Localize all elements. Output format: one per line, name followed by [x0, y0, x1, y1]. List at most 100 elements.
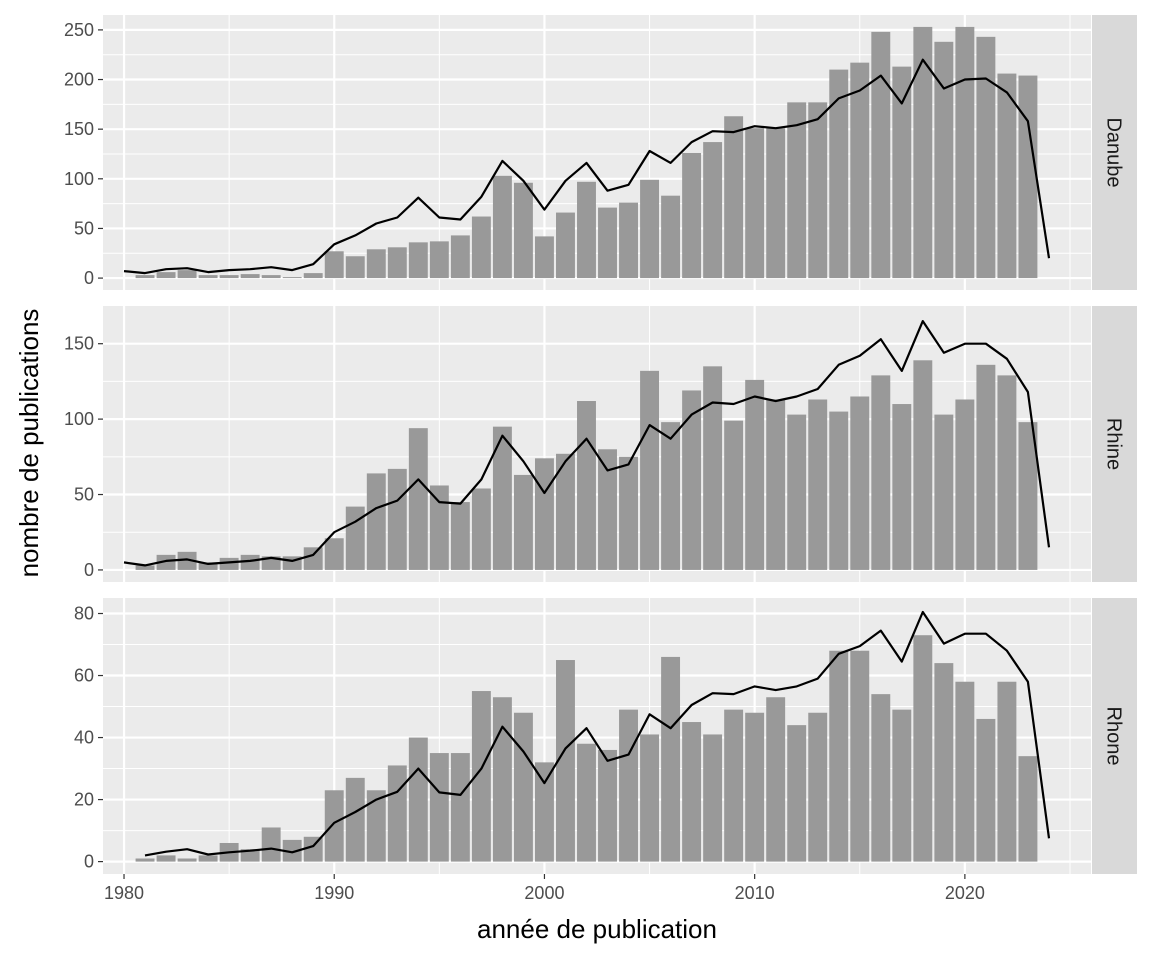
bar-rhine-2021 [976, 364, 996, 570]
bar-danube-2016 [871, 31, 891, 279]
facet-panels: 0 50 100 150 200 250 Danube 0 50 100 150 Rhine 0 20 40… [64, 15, 1137, 874]
bar-rhone-2019 [934, 663, 954, 862]
bar-rhine-1989 [303, 547, 323, 570]
facet-label-danube: Danube [1103, 117, 1125, 187]
y-tick-label: 150 [64, 119, 94, 139]
bar-rhone-2002 [577, 743, 596, 862]
facet-strip [1092, 15, 1137, 290]
bar-rhine-1986 [240, 554, 260, 570]
bar-danube-2010 [745, 128, 765, 279]
bar-danube-2021 [976, 36, 996, 279]
y-tick-label: 0 [84, 852, 94, 872]
bar-rhone-2023 [1018, 756, 1038, 862]
bar-rhone-1990 [324, 790, 344, 862]
bar-rhone-2010 [745, 712, 765, 862]
y-tick-label: 200 [64, 70, 94, 90]
bar-rhone-2012 [787, 725, 807, 862]
bar-danube-2001 [556, 212, 575, 279]
facet-strip [1092, 306, 1137, 582]
bar-rhine-2019 [934, 414, 954, 570]
bar-danube-2020 [955, 26, 975, 279]
y-tick-label: 60 [74, 666, 94, 686]
bar-rhine-1995 [429, 485, 449, 570]
bar-rhine-2012 [787, 414, 807, 570]
bar-rhone-2014 [829, 650, 849, 862]
bar-danube-1995 [429, 241, 449, 279]
x-tick-label: 2000 [524, 883, 564, 903]
bar-danube-2002 [577, 181, 596, 279]
bar-rhone-2016 [871, 694, 891, 862]
x-axis: 1980 1990 2000 2010 2020 [104, 874, 985, 903]
bar-rhine-1981 [135, 565, 155, 570]
y-tick-label: 50 [74, 485, 94, 505]
x-tick-label: 2020 [945, 883, 985, 903]
bar-danube-2022 [997, 73, 1017, 279]
bar-rhone-1999 [513, 712, 533, 862]
bar-rhine-2011 [766, 399, 786, 570]
bar-rhone-2018 [913, 635, 933, 862]
bar-danube-2004 [619, 202, 638, 279]
bar-rhine-2004 [619, 456, 638, 570]
bar-rhone-1984 [198, 855, 218, 862]
bar-rhine-2005 [640, 370, 660, 570]
y-axis-title: nombre de publications [14, 309, 44, 578]
bar-danube-2014 [829, 69, 849, 279]
bar-danube-2018 [913, 26, 933, 279]
bar-rhine-2014 [829, 411, 849, 570]
bar-rhine-1996 [450, 502, 470, 570]
bar-danube-2012 [787, 102, 807, 279]
bar-rhine-2023 [1018, 422, 1038, 570]
bar-rhone-2008 [703, 734, 723, 862]
bar-danube-2011 [766, 128, 786, 279]
bar-rhone-1983 [177, 858, 197, 862]
bar-rhine-2010 [745, 379, 765, 570]
facet-strip [1092, 598, 1137, 874]
facet-danube: 0 50 100 150 200 250 Danube [64, 15, 1137, 290]
bar-rhine-1992 [366, 473, 386, 570]
bar-rhine-2015 [850, 396, 870, 570]
bar-rhone-2006 [661, 656, 681, 862]
bar-rhine-2017 [892, 404, 912, 570]
bar-rhine-2007 [682, 390, 702, 570]
bar-rhone-1994 [408, 737, 428, 862]
bar-rhine-1993 [387, 468, 407, 570]
bar-rhone-2003 [598, 749, 617, 862]
bar-danube-1993 [387, 247, 407, 279]
bar-rhone-1989 [303, 836, 323, 862]
bar-rhine-2003 [598, 449, 617, 570]
bar-rhine-2000 [534, 458, 554, 570]
bar-danube-1985 [219, 275, 239, 279]
bar-danube-2019 [934, 41, 954, 279]
bar-rhine-1999 [513, 474, 533, 570]
facet-label-rhone: Rhone [1103, 707, 1125, 766]
bar-rhone-2000 [534, 762, 554, 862]
x-tick-label: 1990 [314, 883, 354, 903]
series-line-danube [123, 58, 1051, 275]
bar-danube-1986 [240, 274, 260, 279]
series-line-rhone [144, 610, 1051, 857]
bar-danube-2006 [661, 195, 681, 279]
y-tick-label: 50 [74, 218, 94, 238]
x-tick-label: 1980 [104, 883, 144, 903]
bar-danube-1999 [513, 182, 533, 279]
bar-rhine-2002 [577, 401, 596, 570]
bar-danube-1983 [177, 270, 197, 279]
bar-rhone-1981 [135, 858, 155, 862]
bar-danube-1987 [261, 275, 281, 279]
bar-rhone-2020 [955, 681, 975, 862]
bar-rhone-1997 [471, 691, 491, 862]
y-tick-label: 80 [74, 604, 94, 624]
bar-rhine-1985 [219, 557, 239, 570]
bar-danube-2003 [598, 207, 617, 279]
bar-rhine-2016 [871, 375, 891, 570]
bar-rhine-1987 [261, 556, 281, 570]
bar-rhone-2009 [724, 709, 744, 862]
bar-danube-1982 [156, 272, 176, 279]
bar-rhine-2001 [556, 453, 575, 570]
bar-rhone-1995 [429, 753, 449, 862]
bar-rhine-1994 [408, 428, 428, 570]
y-tick-label: 150 [64, 334, 94, 354]
bar-rhone-1996 [450, 753, 470, 862]
facet-rhine: 0 50 100 150 Rhine [64, 306, 1137, 582]
